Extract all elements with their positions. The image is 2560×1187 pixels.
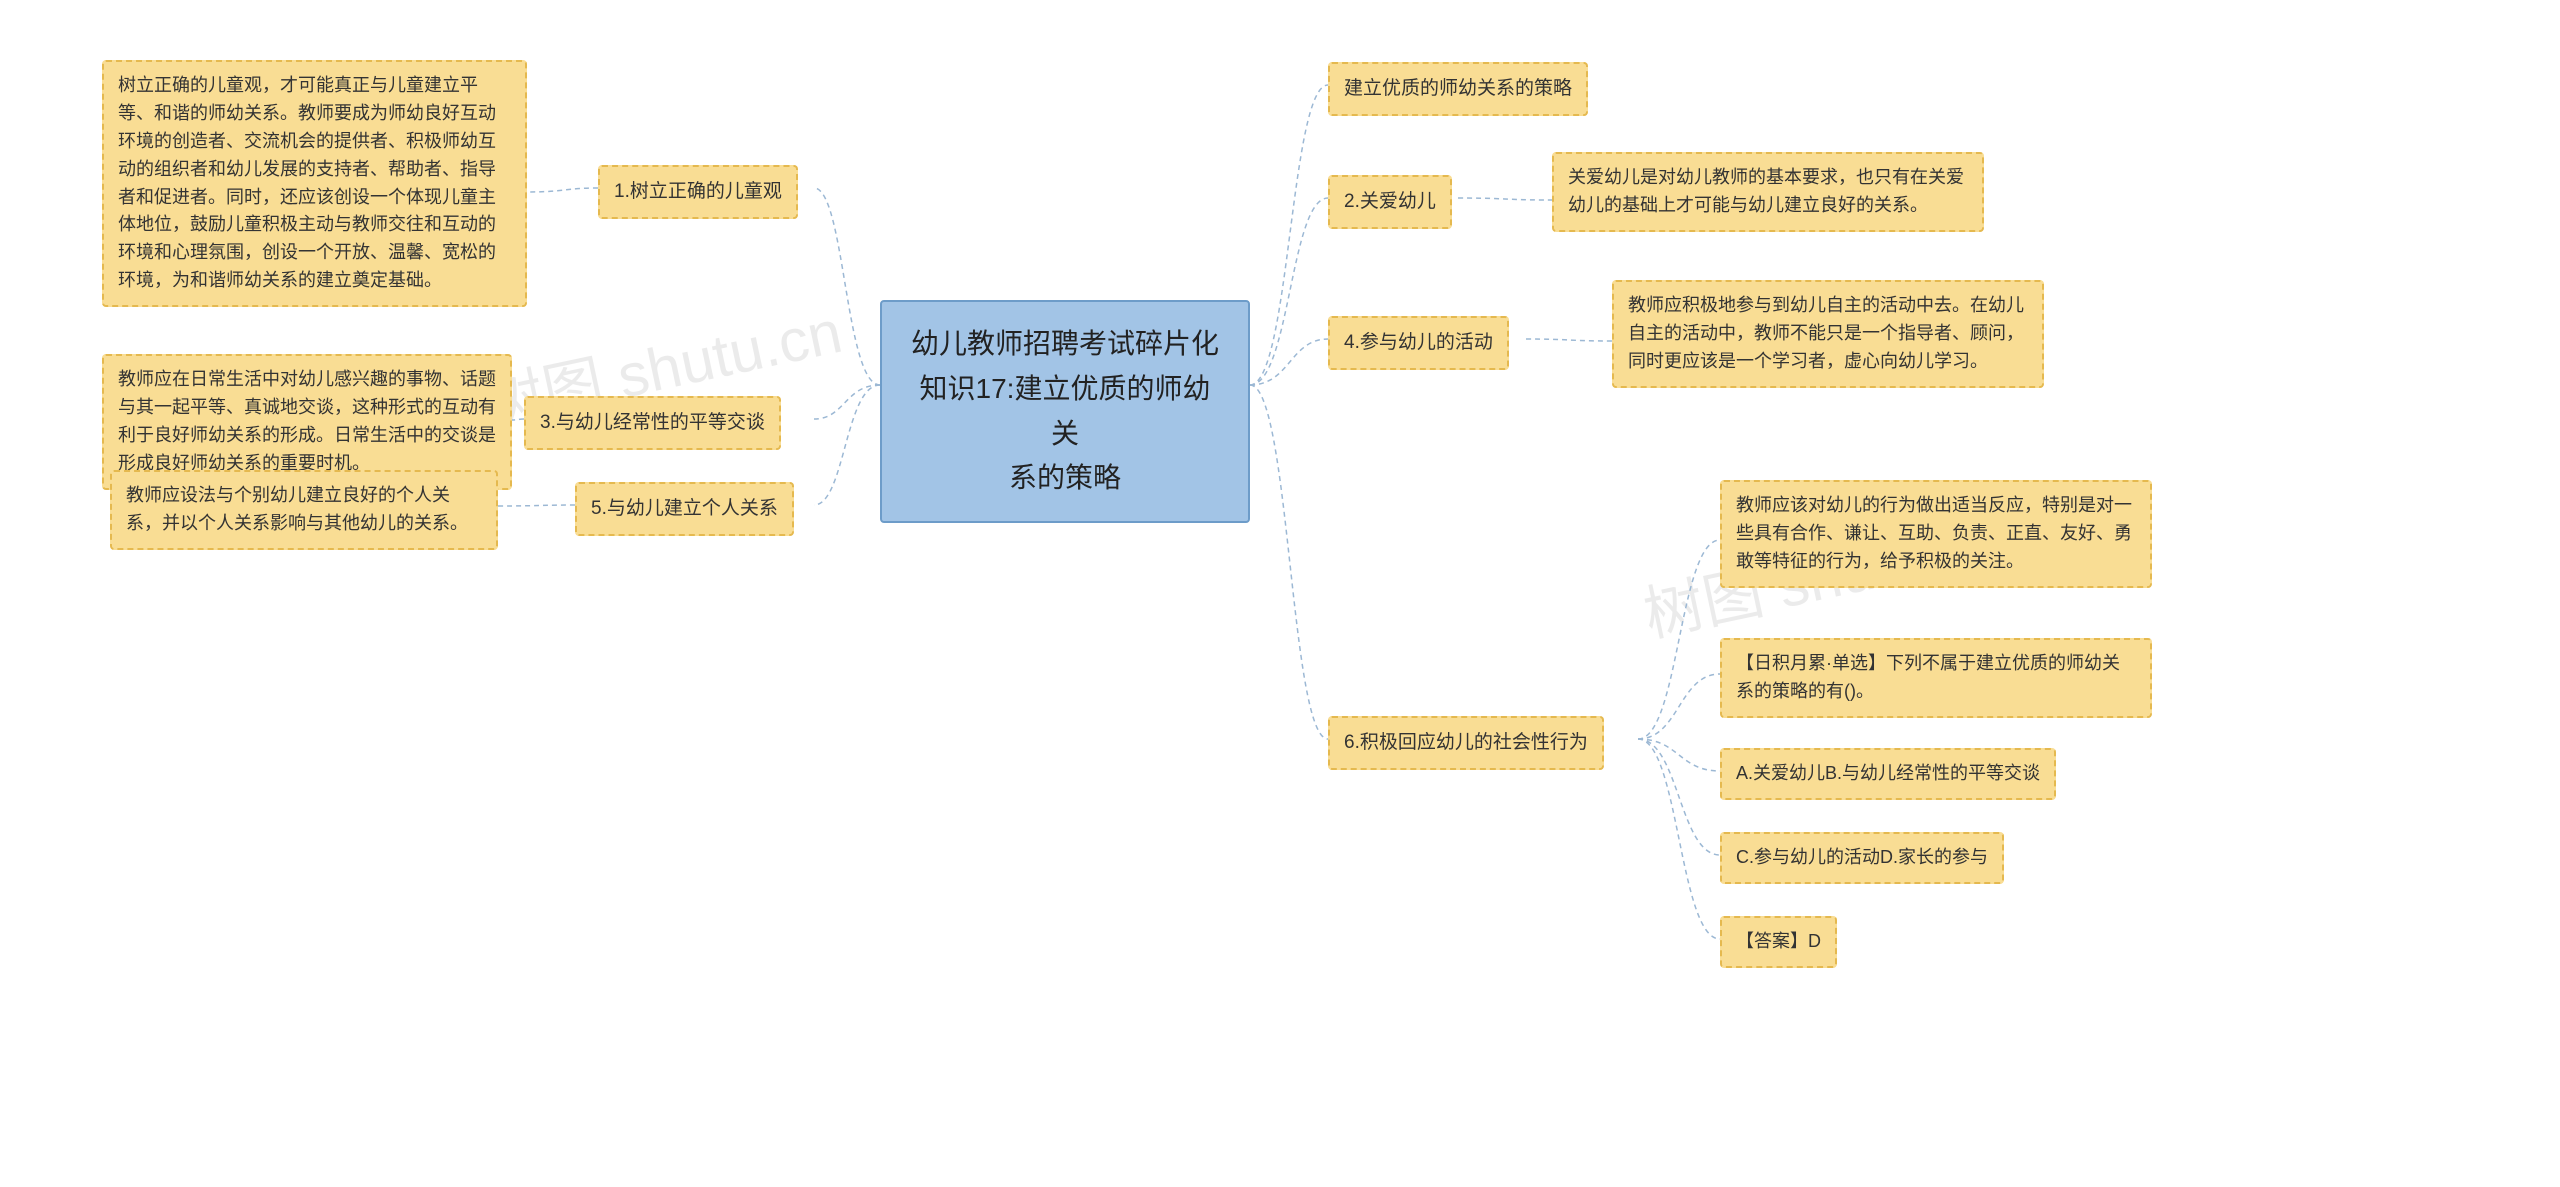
right-leaf-3-0-text: 教师应该对幼儿的行为做出适当反应，特别是对一些具有合作、谦让、互助、负责、正直、… [1736, 495, 2132, 571]
right-leaf-1-0: 关爱幼儿是对幼儿教师的基本要求，也只有在关爱幼儿的基础上才可能与幼儿建立良好的关… [1552, 152, 1984, 232]
right-branch-0-label: 建立优质的师幼关系的策略 [1344, 78, 1572, 99]
right-leaf-3-2: A.关爱幼儿B.与幼儿经常性的平等交谈 [1720, 748, 2056, 800]
right-branch-2: 4.参与幼儿的活动 [1328, 316, 1509, 370]
right-branch-1-label: 2.关爱幼儿 [1344, 191, 1436, 212]
right-leaf-3-1: 【日积月累·单选】下列不属于建立优质的师幼关系的策略的有()。 [1720, 638, 2152, 718]
right-leaf-2-0-text: 教师应积极地参与到幼儿自主的活动中去。在幼儿自主的活动中，教师不能只是一个指导者… [1628, 295, 2024, 371]
left-branch-2: 3.与幼儿经常性的平等交谈 [524, 396, 781, 450]
left-branch-2-label: 3.与幼儿经常性的平等交谈 [540, 412, 765, 433]
right-leaf-3-4-text: 【答案】D [1736, 931, 1821, 951]
right-branch-2-label: 4.参与幼儿的活动 [1344, 332, 1493, 353]
right-leaf-3-3-text: C.参与幼儿的活动D.家长的参与 [1736, 847, 1988, 867]
right-leaf-3-3: C.参与幼儿的活动D.家长的参与 [1720, 832, 2004, 884]
left-leaf-3: 教师应设法与个别幼儿建立良好的个人关系，并以个人关系影响与其他幼儿的关系。 [110, 470, 498, 550]
right-leaf-3-2-text: A.关爱幼儿B.与幼儿经常性的平等交谈 [1736, 763, 2040, 783]
left-branch-1-label: 1.树立正确的儿童观 [614, 181, 782, 202]
right-leaf-3-1-text: 【日积月累·单选】下列不属于建立优质的师幼关系的策略的有()。 [1736, 653, 2120, 701]
right-branch-0: 建立优质的师幼关系的策略 [1328, 62, 1588, 116]
left-leaf-2-text: 教师应在日常生活中对幼儿感兴趣的事物、话题与其一起平等、真诚地交谈，这种形式的互… [118, 369, 496, 473]
left-leaf-1: 树立正确的儿童观，才可能真正与儿童建立平等、和谐的师幼关系。教师要成为师幼良好互… [102, 60, 527, 307]
right-leaf-3-0: 教师应该对幼儿的行为做出适当反应，特别是对一些具有合作、谦让、互助、负责、正直、… [1720, 480, 2152, 588]
center-node: 幼儿教师招聘考试碎片化 知识17:建立优质的师幼关 系的策略 [880, 300, 1250, 523]
right-leaf-3-4: 【答案】D [1720, 916, 1837, 968]
right-branch-1: 2.关爱幼儿 [1328, 175, 1452, 229]
right-leaf-1-0-text: 关爱幼儿是对幼儿教师的基本要求，也只有在关爱幼儿的基础上才可能与幼儿建立良好的关… [1568, 167, 1964, 215]
left-leaf-1-text: 树立正确的儿童观，才可能真正与儿童建立平等、和谐的师幼关系。教师要成为师幼良好互… [118, 75, 496, 290]
left-leaf-3-text: 教师应设法与个别幼儿建立良好的个人关系，并以个人关系影响与其他幼儿的关系。 [126, 485, 468, 533]
right-leaf-2-0: 教师应积极地参与到幼儿自主的活动中去。在幼儿自主的活动中，教师不能只是一个指导者… [1612, 280, 2044, 388]
left-branch-3: 5.与幼儿建立个人关系 [575, 482, 794, 536]
center-title: 幼儿教师招聘考试碎片化 知识17:建立优质的师幼关 系的策略 [911, 328, 1219, 493]
right-branch-3: 6.积极回应幼儿的社会性行为 [1328, 716, 1604, 770]
left-branch-3-label: 5.与幼儿建立个人关系 [591, 498, 778, 519]
right-branch-3-label: 6.积极回应幼儿的社会性行为 [1344, 732, 1588, 753]
left-branch-1: 1.树立正确的儿童观 [598, 165, 798, 219]
